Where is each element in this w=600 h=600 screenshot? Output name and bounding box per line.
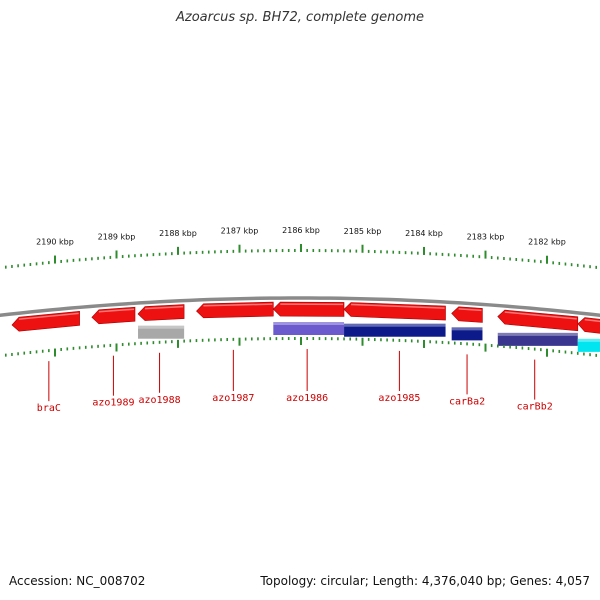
scale-ticks-bottom: [4, 337, 598, 357]
gene-arrow-shine: [584, 318, 600, 323]
scale-label: 2182 kbp: [528, 238, 566, 247]
scale-label: 2189 kbp: [98, 232, 136, 241]
scale-label: 2185 kbp: [344, 227, 382, 236]
scale-label: 2188 kbp: [159, 229, 197, 238]
feature-bar-shine: [577, 338, 600, 342]
scale-label: 2183 kbp: [467, 233, 505, 242]
scale-labels: 2190 kbp 2189 kbp 2188 kbp 2187 kbp 2186 kbp…: [36, 226, 566, 247]
gene-arrow: [451, 306, 483, 323]
gene-label: azo1986: [286, 393, 328, 404]
gene-arrow-shine: [144, 305, 184, 310]
scale-label: 2187 kbp: [221, 227, 259, 236]
gene-label: azo1985: [378, 393, 420, 404]
gene-arrow: [577, 317, 600, 334]
feature-bar: [497, 332, 578, 346]
gene-label: braC: [37, 403, 61, 414]
scale-label: 2190 kbp: [36, 238, 74, 247]
map-title: Azoarcus sp. BH72, complete genome: [175, 10, 425, 25]
scale-ticks-top: [4, 244, 598, 269]
gene-track: [11, 301, 600, 334]
gene-label: carBb2: [517, 402, 553, 413]
feature-bar: [344, 323, 446, 337]
feature-track: [138, 322, 600, 352]
gene-arrow-shine: [351, 303, 445, 309]
gene-arrow-shine: [18, 312, 79, 320]
gene-label: azo1988: [138, 395, 180, 406]
genome-backbone: [0, 296, 600, 318]
gene-arrow-shine: [98, 308, 135, 313]
gene-label-leaders: [48, 349, 536, 402]
gene-label: carBa2: [449, 396, 485, 407]
gene-arrow-shine: [504, 311, 577, 320]
feature-bar: [451, 327, 483, 341]
feature-bar: [273, 322, 345, 336]
accession-text: Accession: NC_008702: [9, 574, 146, 588]
gene-label: azo1987: [212, 393, 254, 404]
feature-bar: [577, 338, 600, 352]
feature-bar-shine: [273, 322, 345, 326]
scale-label: 2186 kbp: [282, 226, 320, 235]
gene-labels: braC azo1989 azo1988 azo1987 azo1986 azo1985 c…: [37, 393, 553, 414]
feature-bar-shine: [451, 327, 483, 331]
gene-label: azo1989: [92, 398, 134, 409]
gene-arrow-shine: [458, 308, 482, 312]
gene-arrow-shine: [203, 303, 273, 307]
feature-bar: [138, 325, 185, 339]
feature-bar-shine: [138, 325, 185, 329]
scale-label: 2184 kbp: [405, 229, 443, 238]
genome-summary-text: Topology: circular; Length: 4,376,040 bp…: [260, 574, 590, 588]
feature-bar-shine: [344, 323, 446, 327]
feature-bar-shine: [497, 332, 578, 336]
gene-arrow: [11, 310, 80, 332]
